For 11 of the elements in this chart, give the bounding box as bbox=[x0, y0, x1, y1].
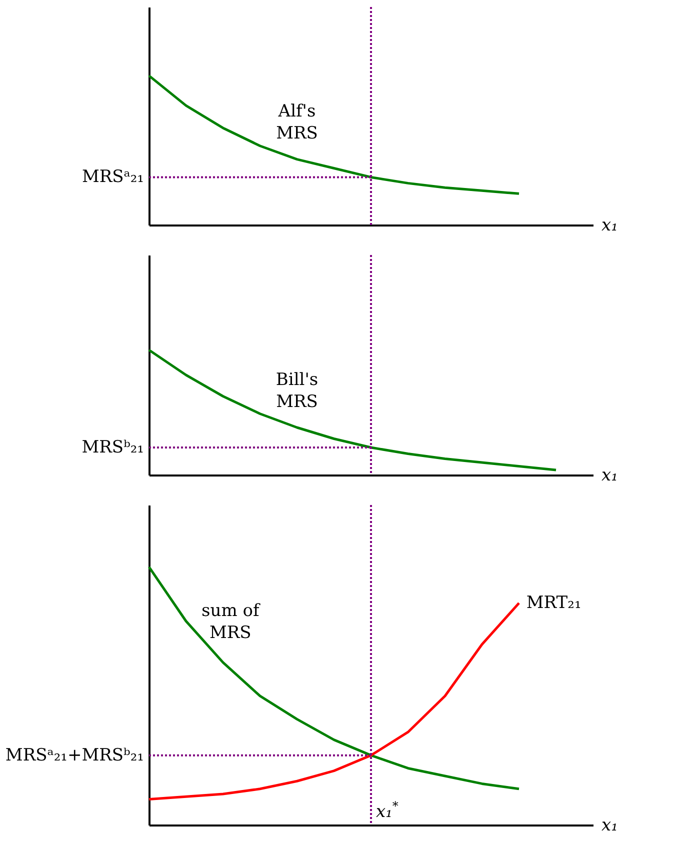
series-label: MRT₂₁ bbox=[526, 593, 582, 614]
series-label: sum of MRS bbox=[202, 600, 261, 643]
series-label: Alf's MRS bbox=[276, 102, 318, 144]
ref-line-label: MRSᵃ₂₁ bbox=[82, 167, 144, 188]
x-axis-title: x₁ bbox=[602, 466, 618, 486]
series-label: Bill's MRS bbox=[276, 370, 318, 412]
ref-line-label: MRSᵇ₂₁ bbox=[82, 438, 144, 458]
annotation: x₁$^{*}$ bbox=[376, 799, 398, 822]
x-axis-title: x₁ bbox=[602, 216, 618, 236]
x-axis-title: x₁ bbox=[602, 816, 618, 836]
ref-line-label: MRSᵃ₂₁+MRSᵇ₂₁ bbox=[5, 745, 144, 766]
